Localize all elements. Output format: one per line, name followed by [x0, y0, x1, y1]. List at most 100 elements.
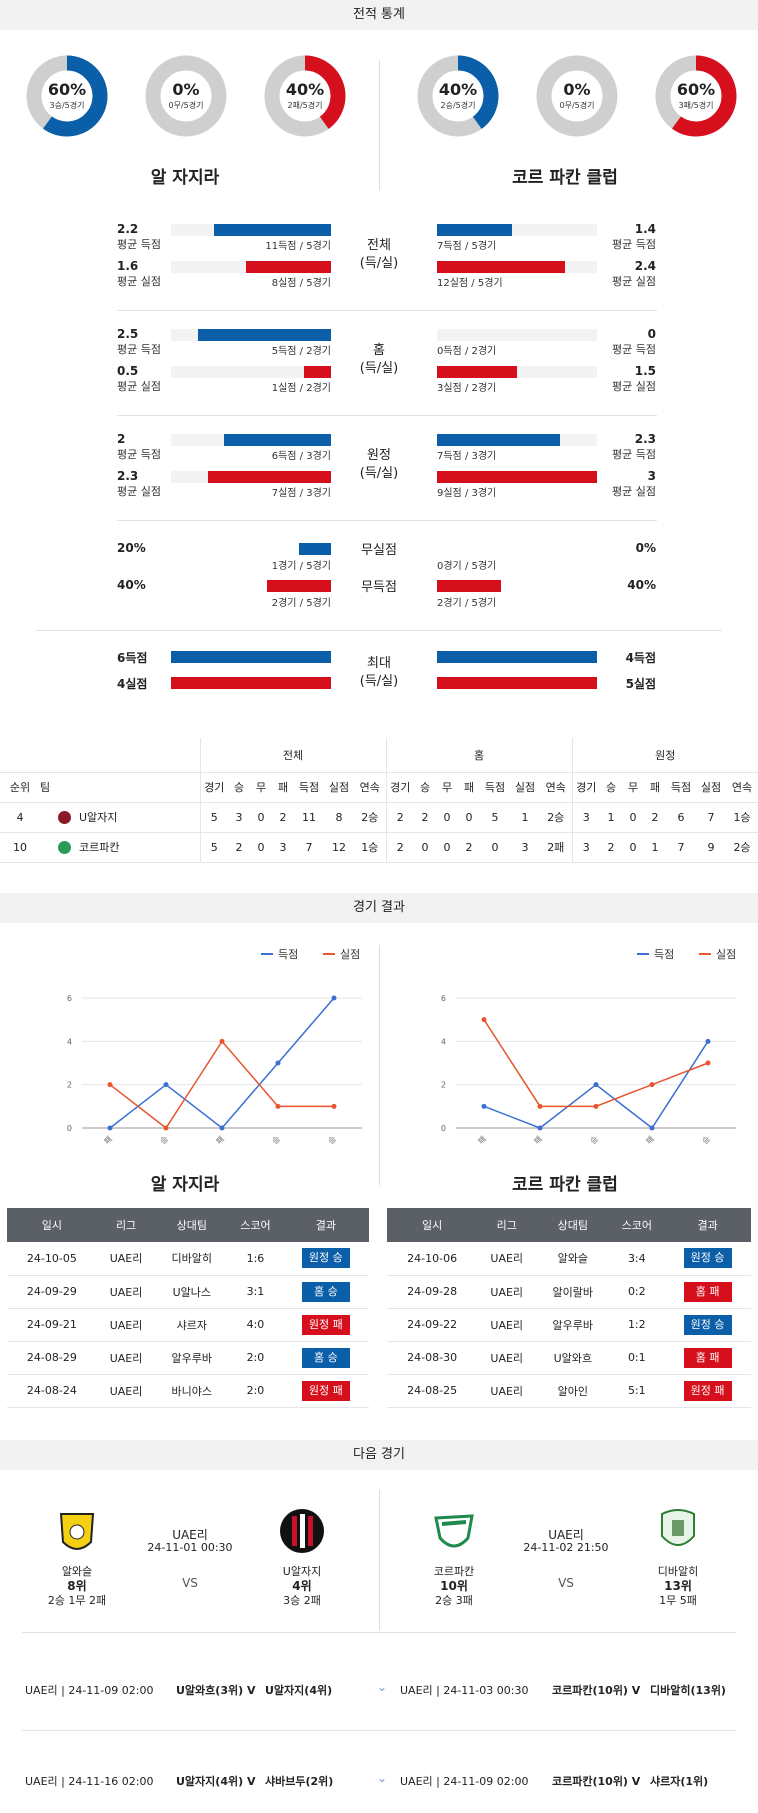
block-label: 원정 (득/실)	[359, 448, 399, 481]
stat-right-fraction: 0경기 / 5경기	[437, 561, 497, 572]
upcoming-league-time: UAE리 | 24-11-09 02:00	[400, 1775, 529, 1788]
stat-left-value: 2.3	[117, 469, 139, 483]
results-cell: 2:0	[228, 1374, 283, 1408]
data-point	[275, 1103, 281, 1109]
legend-swatch	[261, 953, 273, 955]
results-cell: UAE리	[96, 1308, 156, 1342]
results-cell: 0:1	[609, 1341, 665, 1375]
donut-chart: 0% 0무/5경기	[536, 55, 618, 137]
bar-left	[246, 261, 331, 273]
section-title-results: 경기 결과	[0, 893, 758, 923]
donut-percent: 60%	[47, 80, 87, 99]
donut-ring	[655, 55, 737, 137]
data-point	[705, 1038, 711, 1044]
stat-left-fraction: 1경기 / 5경기	[271, 561, 331, 572]
results-cell: 3:4	[609, 1242, 665, 1276]
result-badge: 원정 패	[301, 1380, 350, 1401]
standings-cell: 5	[480, 802, 510, 833]
results-cell: 24-08-25	[387, 1374, 478, 1408]
standings-table: 전체 홈 원정 순위 팀 경기 승 무 패 득점 실점 연속 경기 승 무 패 득점 실점 연속 경기 승 무 패 득점 실점 연…	[0, 738, 758, 863]
stat-left-fraction: 6득점 / 3경기	[271, 451, 331, 462]
upcoming-league-time: UAE리 | 24-11-09 02:00	[25, 1684, 154, 1697]
results-cell: 24-08-24	[7, 1374, 97, 1408]
chevron-down-icon[interactable]: ⌄	[377, 1680, 388, 1694]
bar-right	[437, 366, 517, 378]
standings-cell: 2승	[726, 832, 758, 863]
data-point	[481, 1017, 487, 1023]
bar-left	[198, 329, 331, 341]
donut-sub: 2승/5경기	[440, 101, 476, 110]
standings-cell: 1승	[726, 802, 758, 833]
results-row: 24-10-06 UAE리 알와슬 3:4 원정 승	[387, 1242, 751, 1276]
bar-right	[437, 224, 512, 236]
stat-right-fraction: 0득점 / 2경기	[437, 346, 497, 357]
upcoming-match: 코르파칸(10위) V	[552, 1775, 641, 1788]
results-outcome: 원정 승	[664, 1308, 751, 1342]
standings-cell: 3	[510, 832, 540, 863]
upcoming-league-time: UAE리 | 24-11-16 02:00	[25, 1775, 154, 1788]
standings-cell: 3	[272, 832, 294, 863]
results-header: 일시	[387, 1208, 478, 1242]
standings-header: 득점	[294, 772, 324, 803]
vs-label: VS	[182, 1576, 198, 1590]
team-logo-jazira-icon	[278, 1506, 326, 1556]
standings-cell: 1	[644, 832, 666, 863]
standings-cell: 3	[572, 832, 600, 863]
stat-right-value: 1.5	[634, 364, 656, 378]
stat-right-value: 0%	[635, 541, 656, 555]
bar-left	[304, 366, 331, 378]
chevron-down-icon[interactable]: ⌄	[377, 1771, 388, 1785]
standings-header: 연속	[540, 772, 573, 803]
bar-left	[214, 224, 331, 236]
divider	[117, 415, 657, 416]
y-tick-label: 2	[67, 1081, 72, 1090]
data-point	[219, 1038, 225, 1044]
results-cell: 24-09-21	[7, 1308, 97, 1342]
donut-ring	[264, 55, 346, 137]
data-point	[107, 1125, 113, 1131]
standings-header: 패	[644, 772, 666, 803]
stat-left-fraction: 1실점 / 2경기	[271, 383, 331, 394]
results-cell: 24-09-28	[387, 1275, 478, 1309]
standings-cell: 0	[414, 832, 436, 863]
standings-group-empty	[0, 738, 201, 773]
standings-cell: 7	[294, 832, 324, 863]
results-cell: UAE리	[477, 1374, 537, 1408]
next-team-name: 알와슬	[61, 1565, 93, 1578]
standings-cell: 3	[572, 802, 600, 833]
bar-right	[437, 471, 597, 483]
y-tick-label: 0	[67, 1124, 72, 1133]
stat-left-label: 평균 득점	[117, 238, 161, 251]
divider	[379, 945, 380, 1185]
donut-track	[145, 55, 227, 137]
divider	[36, 630, 722, 631]
stat-left-fraction: 11득점 / 5경기	[265, 241, 331, 252]
stat-right-fraction: 3실점 / 2경기	[437, 383, 497, 394]
stat-left-value: 1.6	[117, 259, 139, 273]
standings-group: 홈	[386, 738, 573, 773]
standings-header: 무	[250, 772, 272, 803]
upcoming-opponent: 샤바브두(2위)	[265, 1775, 334, 1788]
y-tick-label: 4	[441, 1037, 446, 1046]
data-point	[481, 1103, 487, 1109]
standings-cell: 7	[666, 832, 696, 863]
max-left-value: 4실점	[117, 677, 148, 691]
legend-swatch	[699, 953, 711, 955]
standings-row: 10 코르파칸 5 2 0 3 7 12 1승 2 0 0 2 0 3 2패 3 2 0 1 7 9 2승	[0, 832, 758, 863]
donut-ring	[417, 55, 499, 137]
next-team-record: 1무 5패	[659, 1594, 697, 1607]
results-cell: 1:2	[609, 1308, 665, 1342]
standings-header: 무	[622, 772, 644, 803]
results-cell: 24-09-29	[7, 1275, 97, 1309]
donut-arc	[655, 55, 737, 137]
results-outcome: 원정 패	[664, 1374, 751, 1408]
next-team-rank: 8위	[67, 1579, 87, 1593]
standings-cell: 1승	[354, 832, 387, 863]
data-point	[275, 1060, 281, 1066]
results-cell: 1:6	[228, 1242, 283, 1276]
results-row: 24-09-28 UAE리 알이랄바 0:2 홈 패	[387, 1275, 751, 1309]
donut-track	[536, 55, 618, 137]
y-tick-label: 0	[441, 1124, 446, 1133]
stat-right-value: 1.4	[634, 222, 656, 236]
standings-header: 실점	[324, 772, 354, 803]
